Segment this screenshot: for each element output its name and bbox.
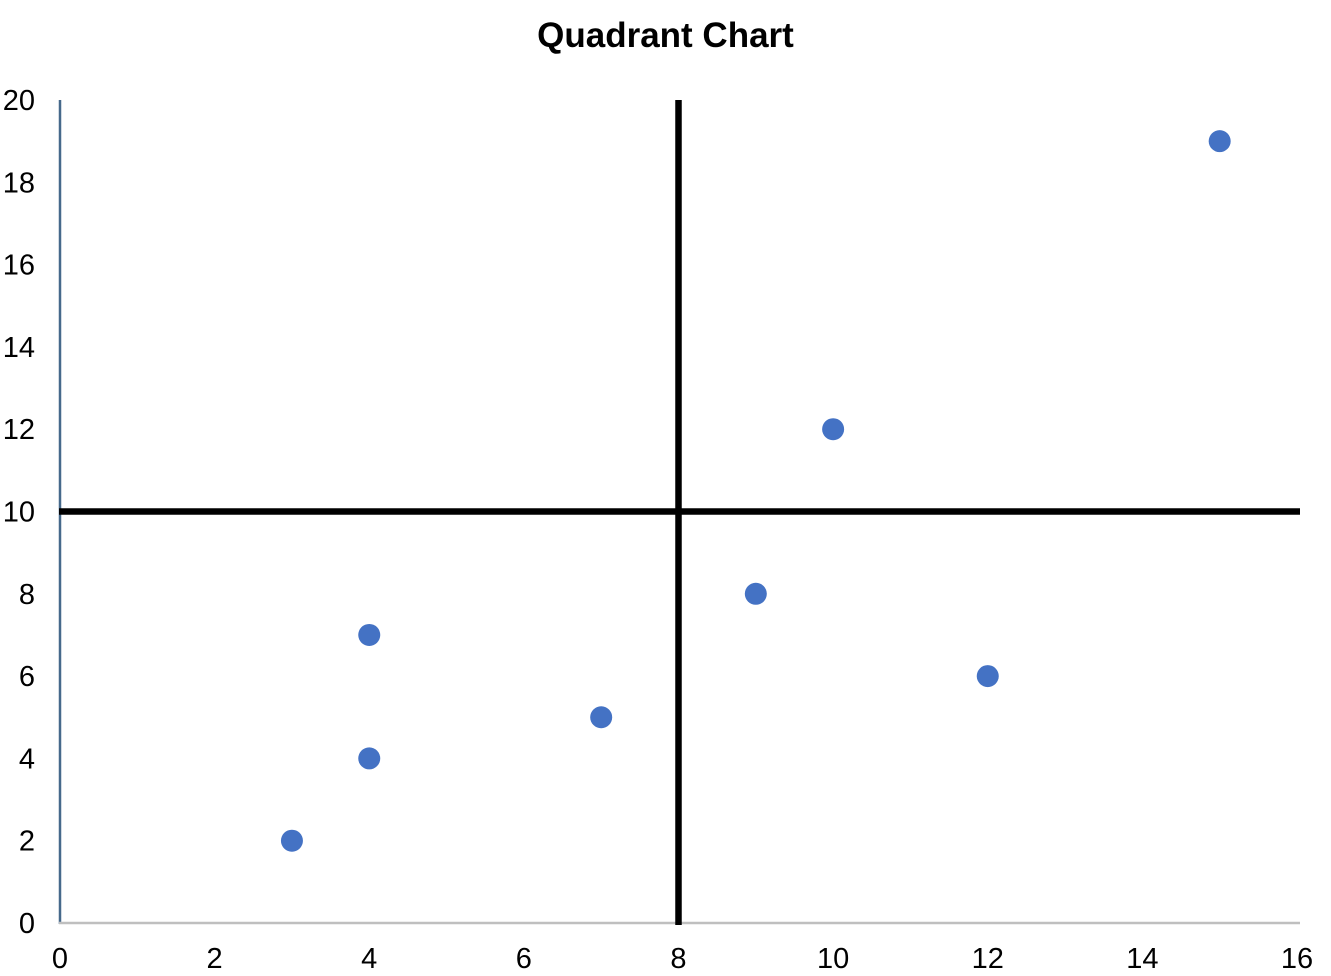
x-tick-label: 2 [207, 943, 223, 975]
y-tick-label: 6 [19, 661, 35, 693]
y-tick-label: 10 [3, 497, 35, 529]
data-point [280, 829, 303, 852]
x-tick-label: 10 [817, 943, 849, 975]
y-tick-label: 18 [3, 167, 35, 199]
x-tick-label: 8 [670, 943, 686, 975]
x-tick-label: 14 [1126, 943, 1158, 975]
data-point [358, 747, 381, 770]
y-tick-label: 14 [3, 332, 35, 364]
x-tick-label: 0 [52, 943, 68, 975]
x-tick-label: 12 [972, 943, 1004, 975]
data-point [822, 418, 845, 441]
y-tick-label: 20 [3, 85, 35, 117]
y-tick-label: 8 [19, 579, 35, 611]
data-point [358, 623, 381, 646]
y-tick-label: 12 [3, 414, 35, 446]
x-tick-label: 16 [1281, 943, 1313, 975]
data-point [976, 665, 999, 688]
y-tick-label: 16 [3, 250, 35, 282]
y-tick-label: 0 [19, 908, 35, 940]
x-tick-label: 4 [361, 943, 377, 975]
chart-title: Quadrant Chart [537, 16, 794, 55]
data-point [744, 582, 767, 605]
y-tick-label: 2 [19, 826, 35, 858]
data-point [590, 706, 613, 729]
y-tick-label: 4 [19, 743, 35, 775]
x-tick-label: 6 [516, 943, 532, 975]
data-point [1208, 130, 1231, 153]
